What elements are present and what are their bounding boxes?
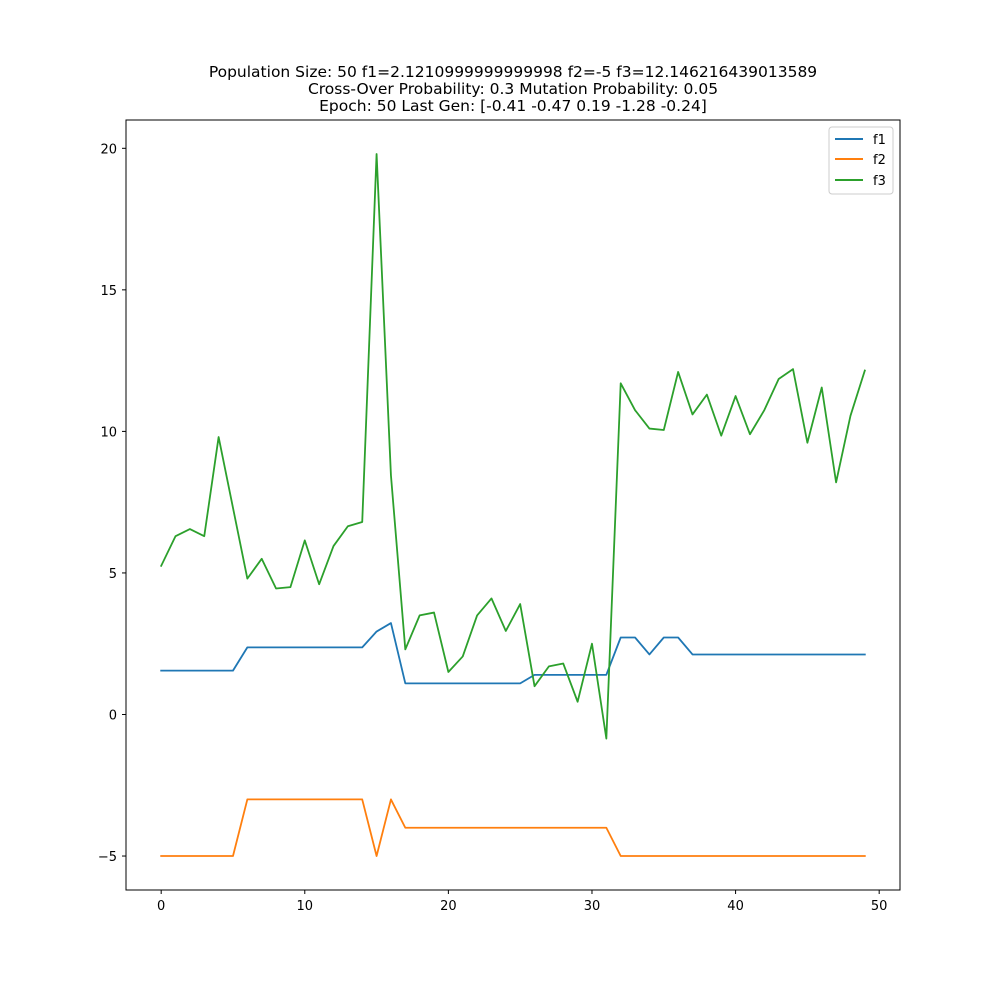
- x-axis-ticks: 0 10 20 30 40 50: [157, 890, 887, 914]
- plot-lines: [159, 153, 866, 857]
- x-tick-label: 30: [584, 899, 601, 914]
- chart-title: Population Size: 50 f1=2.121099999999999…: [209, 63, 817, 115]
- x-tick-label: 0: [157, 899, 165, 914]
- x-tick-label: 40: [727, 899, 744, 914]
- title-line-2: Cross-Over Probability: 0.3 Mutation Pro…: [308, 80, 718, 98]
- series-line-f3: [159, 153, 866, 740]
- x-tick-label: 20: [440, 899, 457, 914]
- legend: f1 f2 f3: [828, 126, 894, 195]
- y-tick-label: 20: [100, 142, 117, 157]
- title-line-3: Epoch: 50 Last Gen: [-0.41 -0.47 0.19 -1…: [319, 97, 707, 115]
- x-tick-label: 50: [871, 899, 888, 914]
- legend-box: [828, 126, 894, 195]
- axes-frame: [125, 119, 901, 891]
- y-tick-label: 10: [100, 425, 117, 440]
- series-line-f2: [160, 798, 866, 857]
- x-tick-label: 10: [297, 899, 314, 914]
- y-tick-label: 0: [109, 708, 117, 723]
- legend-label-f2: f2: [873, 153, 886, 168]
- y-tick-label: 5: [109, 567, 117, 582]
- legend-label-f3: f3: [873, 174, 886, 189]
- y-tick-label: −5: [98, 850, 117, 865]
- title-line-1: Population Size: 50 f1=2.121099999999999…: [209, 63, 817, 81]
- legend-label-f1: f1: [873, 133, 886, 148]
- series-line-f1: [160, 622, 866, 685]
- y-axis-ticks: −5 0 5 10 15 20: [98, 142, 126, 865]
- y-tick-label: 15: [100, 284, 117, 299]
